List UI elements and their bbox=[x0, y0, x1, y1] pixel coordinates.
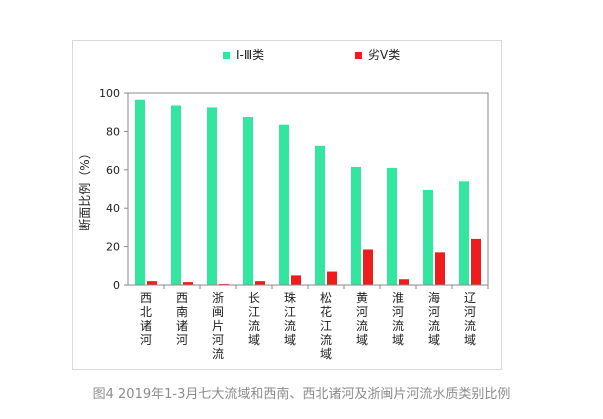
figure-caption: 图4 2019年1-3月七大流域和西南、西北诸河及浙闽片河流水质类别比例 bbox=[92, 387, 511, 402]
legend-label: 劣Ⅴ类 bbox=[368, 48, 400, 62]
bar-class-1-3 bbox=[207, 107, 217, 286]
x-category-label: 松花江流域 bbox=[320, 291, 332, 361]
bar-class-worse-v bbox=[399, 279, 409, 285]
bar-class-worse-v bbox=[363, 249, 373, 285]
plot-area-frame bbox=[127, 92, 489, 286]
bar-class-worse-v bbox=[327, 271, 337, 285]
x-category-label: 黄河流域 bbox=[356, 291, 368, 347]
x-category-label: 长江流域 bbox=[248, 291, 260, 347]
legend-swatch bbox=[355, 52, 362, 59]
chart-container: Ⅰ-Ⅲ类 劣Ⅴ类 断面比例（%） 0 20 40 60 80 100 西北诸河 西南诸河 浙闽片… bbox=[72, 40, 502, 370]
x-category-label: 淮河流域 bbox=[392, 291, 404, 347]
y-tick-label: 100 bbox=[99, 87, 120, 100]
x-category-label: 辽河流域 bbox=[464, 291, 476, 347]
x-category-label: 浙闽片河流 bbox=[212, 291, 224, 361]
bar-class-1-3 bbox=[423, 189, 433, 285]
bar-class-1-3 bbox=[351, 166, 361, 285]
bar-class-worse-v bbox=[255, 281, 265, 285]
y-tick-label: 80 bbox=[106, 125, 120, 138]
y-axis-label-group: 断面比例（%） bbox=[77, 147, 92, 230]
x-category-label: 珠江流域 bbox=[284, 291, 296, 347]
bar-class-1-3 bbox=[135, 99, 145, 285]
bar-class-1-3 bbox=[243, 117, 253, 285]
bar-class-worse-v bbox=[147, 281, 157, 285]
bar-class-1-3 bbox=[279, 124, 289, 286]
x-axis-labels: 西北诸河 西南诸河 浙闽片河流 长江流域 珠江流域 松花江流域 黄河流域 淮河流域 海河流域 辽河… bbox=[140, 290, 476, 361]
bar-chart: Ⅰ-Ⅲ类 劣Ⅴ类 断面比例（%） 0 20 40 60 80 100 西北诸河 西南诸河 浙闽片… bbox=[77, 48, 489, 361]
y-axis-ticks: 0 20 40 60 80 100 bbox=[99, 87, 128, 292]
bars bbox=[135, 99, 489, 289]
x-category-label: 海河流域 bbox=[428, 290, 440, 347]
bar-class-worse-v bbox=[291, 275, 301, 285]
x-category-label: 西北诸河 bbox=[140, 291, 152, 347]
bar-class-worse-v bbox=[471, 238, 481, 285]
y-tick-label: 0 bbox=[113, 279, 120, 292]
bar-class-1-3 bbox=[315, 145, 325, 285]
bar-class-1-3 bbox=[459, 181, 469, 285]
y-tick-label: 60 bbox=[106, 164, 120, 177]
bar-class-worse-v bbox=[183, 282, 193, 285]
y-tick-label: 40 bbox=[106, 202, 120, 215]
legend: Ⅰ-Ⅲ类 劣Ⅴ类 bbox=[223, 48, 400, 62]
bar-class-1-3 bbox=[171, 105, 181, 285]
bar-class-1-3 bbox=[387, 167, 397, 285]
x-category-label: 西南诸河 bbox=[176, 291, 188, 347]
legend-swatch bbox=[223, 52, 230, 59]
y-tick-label: 20 bbox=[106, 241, 120, 254]
legend-label: Ⅰ-Ⅲ类 bbox=[236, 48, 264, 62]
y-axis-label: 断面比例（%） bbox=[77, 147, 92, 230]
bar-class-worse-v bbox=[435, 252, 445, 285]
